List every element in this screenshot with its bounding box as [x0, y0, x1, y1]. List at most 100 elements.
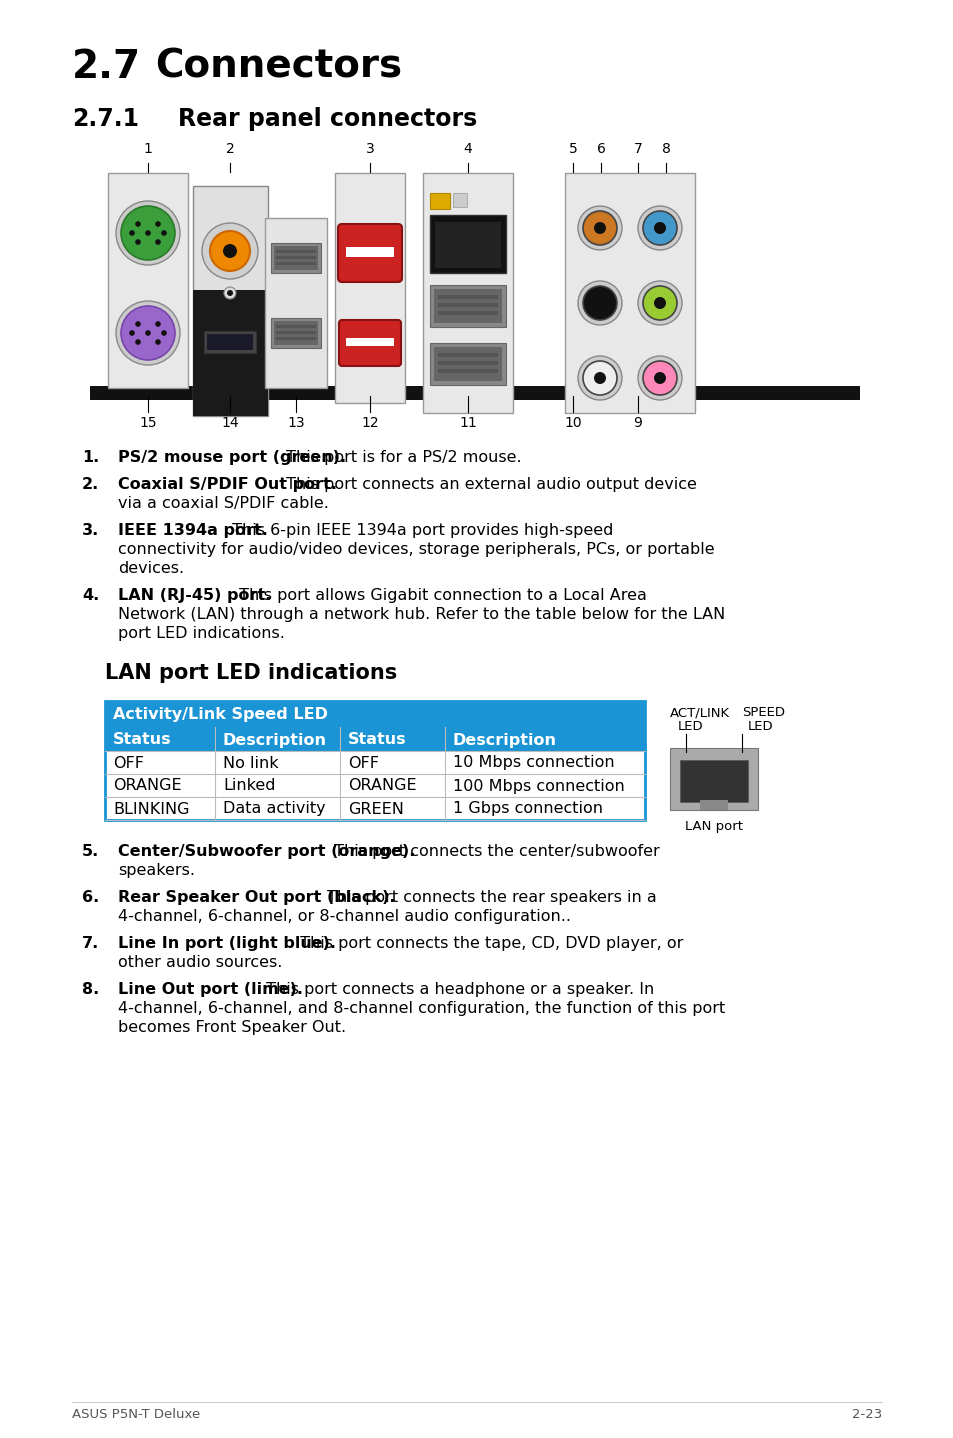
Text: 5.: 5.: [82, 844, 99, 858]
Bar: [105, 797, 644, 820]
Bar: [335, 173, 405, 403]
Text: 100 Mbps connection: 100 Mbps connection: [453, 778, 624, 794]
Circle shape: [155, 221, 161, 227]
Circle shape: [155, 321, 161, 326]
Text: 1: 1: [143, 142, 152, 155]
Text: 7.: 7.: [82, 936, 99, 951]
Text: SPEED: SPEED: [741, 706, 784, 719]
Text: Network (LAN) through a network hub. Refer to the table below for the LAN: Network (LAN) through a network hub. Ref…: [118, 607, 724, 623]
Bar: [275, 331, 315, 334]
Circle shape: [121, 206, 174, 260]
Bar: [430, 216, 505, 273]
Circle shape: [638, 357, 681, 400]
Bar: [105, 728, 644, 751]
Circle shape: [155, 239, 161, 244]
Text: Description: Description: [223, 732, 327, 748]
Bar: [669, 748, 758, 810]
Text: LED: LED: [747, 720, 773, 733]
Text: BLINKING: BLINKING: [112, 801, 190, 817]
Bar: [430, 344, 505, 385]
Circle shape: [227, 290, 233, 296]
Bar: [700, 800, 727, 810]
Bar: [346, 247, 394, 257]
Text: LAN port LED indications: LAN port LED indications: [105, 663, 396, 683]
Bar: [271, 243, 320, 273]
Circle shape: [223, 244, 236, 257]
Text: This port connects the tape, CD, DVD player, or: This port connects the tape, CD, DVD pla…: [294, 936, 682, 951]
Text: Line In port (light blue).: Line In port (light blue).: [118, 936, 335, 951]
Bar: [564, 173, 695, 413]
Bar: [422, 173, 513, 413]
Bar: [437, 361, 497, 365]
Text: 11: 11: [458, 416, 476, 430]
Bar: [437, 311, 497, 315]
Bar: [90, 385, 859, 400]
Text: Description: Description: [453, 732, 557, 748]
Text: Data activity: Data activity: [223, 801, 325, 817]
Text: 4: 4: [463, 142, 472, 155]
Circle shape: [121, 306, 174, 360]
Bar: [453, 193, 467, 207]
Bar: [105, 700, 644, 820]
Circle shape: [582, 211, 617, 244]
Text: Center/Subwoofer port (orange).: Center/Subwoofer port (orange).: [118, 844, 415, 858]
Text: OFF: OFF: [112, 755, 144, 771]
Text: 4-channel, 6-channel, and 8-channel configuration, the function of this port: 4-channel, 6-channel, and 8-channel conf…: [118, 1001, 724, 1017]
Bar: [275, 250, 315, 253]
Circle shape: [578, 357, 621, 400]
Text: speakers.: speakers.: [118, 863, 194, 879]
Text: 2-23: 2-23: [851, 1408, 882, 1421]
Text: ASUS P5N-T Deluxe: ASUS P5N-T Deluxe: [71, 1408, 200, 1421]
Bar: [435, 221, 500, 267]
Circle shape: [224, 288, 235, 299]
FancyBboxPatch shape: [338, 321, 400, 367]
Text: 10: 10: [563, 416, 581, 430]
Bar: [437, 352, 497, 357]
Text: 6.: 6.: [82, 890, 99, 905]
Text: Activity/Link Speed LED: Activity/Link Speed LED: [112, 707, 328, 722]
Text: ACT/LINK: ACT/LINK: [669, 706, 729, 719]
Circle shape: [145, 230, 151, 236]
Bar: [193, 186, 268, 416]
Text: port LED indications.: port LED indications.: [118, 626, 285, 641]
Text: ORANGE: ORANGE: [112, 778, 181, 794]
Bar: [105, 774, 644, 797]
Circle shape: [202, 223, 257, 279]
Bar: [274, 321, 317, 345]
Bar: [679, 761, 747, 802]
Text: This port connects an external audio output device: This port connects an external audio out…: [281, 477, 697, 492]
Text: becomes Front Speaker Out.: becomes Front Speaker Out.: [118, 1020, 346, 1035]
Circle shape: [578, 280, 621, 325]
Text: 8.: 8.: [82, 982, 99, 997]
Circle shape: [161, 230, 167, 236]
Text: 7: 7: [633, 142, 641, 155]
Text: 5: 5: [568, 142, 577, 155]
Circle shape: [654, 221, 665, 234]
Circle shape: [135, 321, 141, 326]
Bar: [275, 325, 315, 328]
Circle shape: [654, 298, 665, 309]
Bar: [105, 700, 644, 728]
Circle shape: [135, 239, 141, 244]
Text: LAN (RJ-45) port.: LAN (RJ-45) port.: [118, 588, 271, 603]
Bar: [434, 289, 501, 324]
Text: This port is for a PS/2 mouse.: This port is for a PS/2 mouse.: [281, 450, 521, 464]
Bar: [207, 334, 253, 349]
Text: Status: Status: [348, 732, 406, 748]
Circle shape: [642, 211, 677, 244]
Text: 3.: 3.: [82, 523, 99, 538]
Circle shape: [594, 372, 605, 384]
Text: 12: 12: [361, 416, 378, 430]
Text: 14: 14: [221, 416, 238, 430]
Bar: [275, 336, 315, 339]
Text: via a coaxial S/PDIF cable.: via a coaxial S/PDIF cable.: [118, 496, 329, 510]
Bar: [430, 193, 450, 209]
Text: 2.7: 2.7: [71, 47, 141, 86]
Circle shape: [135, 339, 141, 345]
Text: 1.: 1.: [82, 450, 99, 464]
Text: This 6-pin IEEE 1394a port provides high-speed: This 6-pin IEEE 1394a port provides high…: [227, 523, 613, 538]
Text: 15: 15: [139, 416, 156, 430]
Bar: [193, 289, 268, 416]
Circle shape: [642, 361, 677, 395]
Text: This port connects a headphone or a speaker. In: This port connects a headphone or a spea…: [260, 982, 654, 997]
